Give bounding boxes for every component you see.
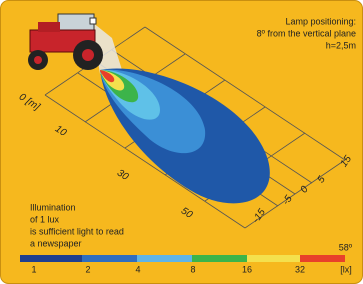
scale-label: 2 (85, 264, 90, 274)
diagram: Lamp positioning: 8º from the vertical p… (0, 0, 363, 284)
scale-label: 8 (190, 264, 195, 274)
scale-unit: [lx] (340, 264, 352, 274)
beam-angle: 58º (339, 242, 353, 252)
scale-label: 1 (31, 264, 36, 274)
note-line: Illumination (30, 202, 76, 212)
scale-label: 32 (295, 264, 305, 274)
header-line: 8º from the vertical plane (257, 28, 356, 38)
scale-label: 16 (242, 264, 252, 274)
header-line: h=2,5m (326, 40, 356, 50)
header-line: Lamp positioning: (285, 16, 356, 26)
scale-label: 4 (135, 264, 140, 274)
note-line: of 1 lux (30, 214, 60, 224)
note-line: a newspaper (30, 238, 82, 248)
color-scale (20, 255, 345, 262)
note-line: is sufficient light to read (30, 226, 124, 236)
